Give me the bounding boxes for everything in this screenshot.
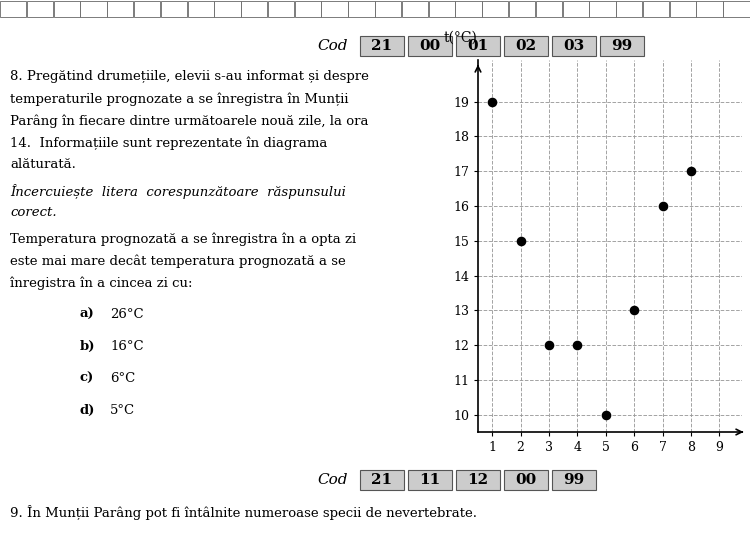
Bar <box>600 36 644 56</box>
Text: Parâng în fiecare dintre următoarele nouă zile, la ora: Parâng în fiecare dintre următoarele nou… <box>10 114 368 127</box>
Bar <box>504 36 548 56</box>
Bar <box>107 1 134 17</box>
Point <box>514 237 526 245</box>
Text: Încercuiește  litera  corespunzătoare  răspunsului: Încercuiește litera corespunzătoare răsp… <box>10 184 346 199</box>
Text: 14.  Informațiile sunt reprezentate în diagrama: 14. Informațiile sunt reprezentate în di… <box>10 136 327 149</box>
Text: 01: 01 <box>467 39 489 53</box>
Bar <box>160 1 187 17</box>
Bar <box>27 1 53 17</box>
Text: d): d) <box>80 404 95 417</box>
Bar <box>188 1 214 17</box>
Text: 00: 00 <box>419 39 441 53</box>
Text: 02: 02 <box>515 39 536 53</box>
Text: 99: 99 <box>611 39 632 53</box>
Bar <box>616 1 642 17</box>
Text: 5°C: 5°C <box>110 404 135 417</box>
Bar <box>214 1 241 17</box>
Bar <box>456 36 500 56</box>
Point <box>543 341 555 349</box>
Text: 9. În Munții Parâng pot fi întâlnite numeroase specii de nevertebrate.: 9. În Munții Parâng pot fi întâlnite num… <box>10 505 477 520</box>
Bar <box>360 36 404 56</box>
Bar <box>428 1 454 17</box>
Text: înregistra în a cincea zi cu:: înregistra în a cincea zi cu: <box>10 276 193 289</box>
Point <box>685 167 697 175</box>
Text: 12: 12 <box>467 473 488 487</box>
Bar <box>456 470 500 490</box>
Bar <box>408 36 452 56</box>
Text: t(°C): t(°C) <box>444 31 478 45</box>
Point <box>486 98 498 106</box>
Text: a): a) <box>80 308 94 321</box>
Bar <box>697 1 723 17</box>
Bar <box>322 1 348 17</box>
Text: Temperatura prognozată a se înregistra în a opta zi: Temperatura prognozată a se înregistra î… <box>10 232 356 246</box>
Bar <box>80 1 106 17</box>
Bar <box>455 1 482 17</box>
Text: b): b) <box>80 340 95 353</box>
Bar <box>360 470 404 490</box>
Text: 8. Pregătind drumețiile, elevii s-au informat și despre: 8. Pregătind drumețiile, elevii s-au inf… <box>10 70 369 83</box>
Text: 21: 21 <box>371 473 392 487</box>
Bar <box>723 1 749 17</box>
Bar <box>552 470 596 490</box>
Bar <box>0 1 26 17</box>
Bar <box>590 1 616 17</box>
Text: 16°C: 16°C <box>110 340 144 353</box>
Bar <box>552 36 596 56</box>
Text: c): c) <box>80 372 94 385</box>
Point <box>628 306 640 314</box>
Text: Cod: Cod <box>317 473 348 487</box>
Bar <box>670 1 696 17</box>
Bar <box>134 1 160 17</box>
Bar <box>241 1 267 17</box>
Text: alăturată.: alăturată. <box>10 158 76 171</box>
Bar <box>643 1 669 17</box>
Text: 6°C: 6°C <box>110 372 135 385</box>
Text: 21: 21 <box>371 39 392 53</box>
Bar <box>402 1 428 17</box>
Bar <box>295 1 321 17</box>
Bar <box>509 1 536 17</box>
Bar <box>268 1 294 17</box>
Bar <box>348 1 374 17</box>
Text: 26°C: 26°C <box>110 308 144 321</box>
Text: este mai mare decât temperatura prognozată a se: este mai mare decât temperatura prognoza… <box>10 254 346 268</box>
Text: corect.: corect. <box>10 206 57 219</box>
Text: 03: 03 <box>563 39 585 53</box>
Text: 99: 99 <box>563 473 585 487</box>
Bar <box>536 1 562 17</box>
Point <box>572 341 584 349</box>
Bar <box>53 1 80 17</box>
Bar <box>504 470 548 490</box>
Bar <box>408 470 452 490</box>
Point <box>600 410 612 419</box>
Bar <box>562 1 589 17</box>
Text: 11: 11 <box>419 473 441 487</box>
Text: temperaturile prognozate a se înregistra în Munții: temperaturile prognozate a se înregistra… <box>10 92 349 106</box>
Bar <box>482 1 508 17</box>
Text: Cod: Cod <box>317 39 348 53</box>
Bar <box>375 1 401 17</box>
Point <box>656 202 668 211</box>
Text: 00: 00 <box>515 473 537 487</box>
